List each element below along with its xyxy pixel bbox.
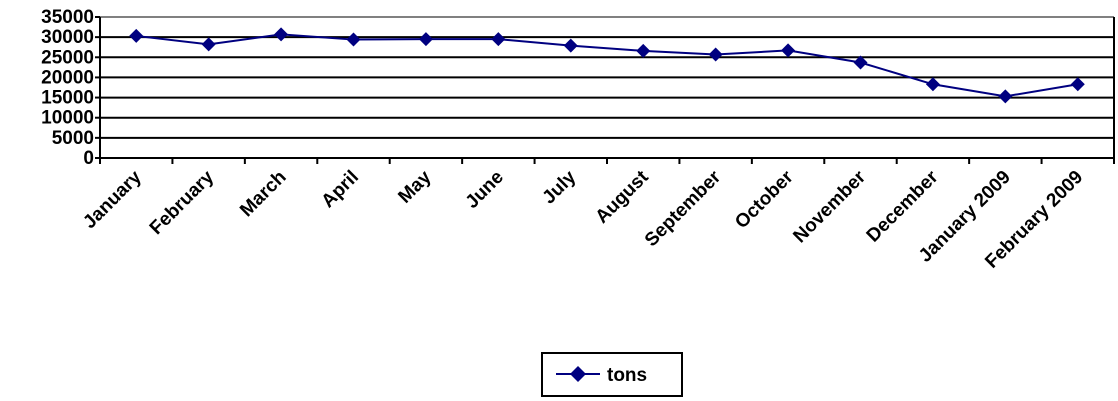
x-tick-label: March: [236, 167, 290, 221]
y-tick-label: 0: [83, 148, 94, 169]
x-tick-label: August: [592, 166, 654, 228]
y-tick-label: 5000: [52, 128, 94, 149]
x-tick-label: November: [789, 166, 870, 247]
data-point: [925, 77, 940, 92]
y-tick-label: 30000: [41, 27, 94, 48]
legend-marker: [570, 366, 586, 382]
x-tick-label: April: [318, 167, 363, 212]
y-tick-label: 35000: [41, 7, 94, 28]
x-tick-label: January: [79, 166, 146, 233]
x-tick-label: September: [641, 166, 726, 251]
x-tick-label: June: [462, 167, 508, 213]
y-tick-label: 20000: [41, 67, 94, 88]
data-point: [563, 38, 578, 53]
data-point: [129, 28, 144, 43]
series-line: [136, 33, 1078, 98]
x-tick-label: May: [394, 166, 435, 207]
data-point: [274, 27, 289, 42]
y-tick-label: 25000: [41, 47, 94, 68]
data-point: [201, 37, 216, 52]
data-point: [346, 32, 361, 47]
axes: [95, 16, 1115, 164]
y-tick-label: 15000: [41, 88, 94, 109]
series-tons: [129, 27, 1085, 104]
data-point: [636, 43, 651, 58]
x-tick-label: October: [731, 166, 798, 233]
data-point: [708, 47, 723, 62]
x-tick-label: December: [863, 166, 943, 246]
data-point: [418, 32, 433, 47]
data-point: [998, 89, 1013, 104]
gridlines: [100, 16, 1114, 139]
legend-label: tons: [607, 365, 647, 386]
x-tick-labels: January February March April May June July Augu…: [79, 166, 1087, 272]
data-point: [853, 55, 868, 70]
x-tick-label: July: [539, 166, 581, 208]
legend: tons: [541, 352, 683, 397]
data-point: [781, 43, 796, 58]
data-point: [491, 32, 506, 47]
y-tick-label: 10000: [41, 108, 94, 129]
data-point: [1070, 77, 1085, 92]
x-tick-label: February: [146, 166, 219, 239]
